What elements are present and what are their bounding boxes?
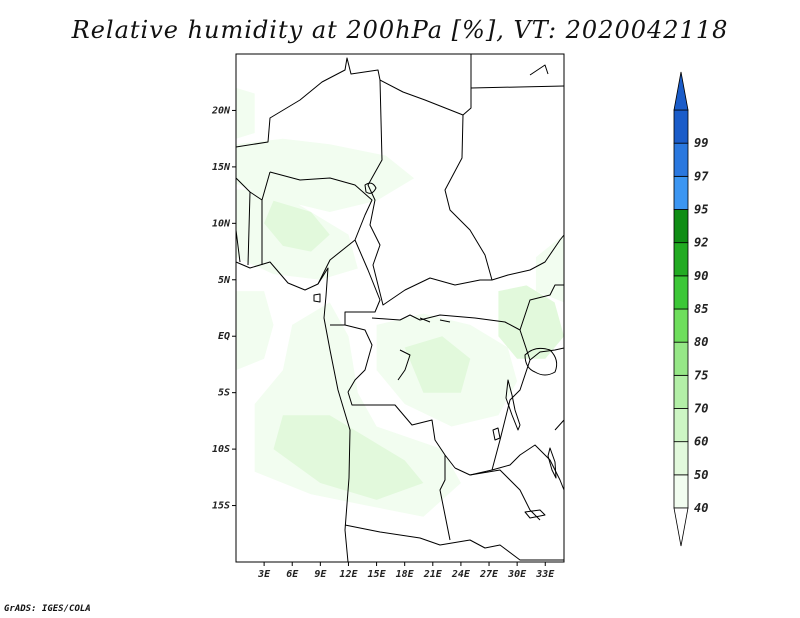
colorbar-swatch-99 [673, 109, 689, 144]
lon-tick-label: 33E [535, 569, 555, 580]
lat-tick-label: 5S [218, 388, 230, 399]
border-chad-sudan [367, 79, 492, 306]
border-zambia-east [491, 444, 565, 491]
lake-malawi [547, 447, 557, 479]
lon-tick-label: 3E [257, 569, 271, 580]
lat-tick-label: 20N [211, 105, 231, 116]
bioko-island [313, 293, 321, 303]
colorbar-label: 85 [694, 302, 708, 316]
country-borders [235, 54, 565, 563]
colorbar-bottom-arrow [673, 507, 689, 547]
lake-tanganyika [505, 379, 521, 431]
colorbar-swatch-50 [673, 441, 689, 476]
congo-river [397, 317, 451, 381]
lat-tick-label: 5N [218, 275, 231, 286]
lat-tick-label: 10N [212, 218, 231, 229]
colorbar-swatch-90 [673, 242, 689, 277]
colorbar-swatch-95 [673, 175, 689, 210]
border-sahara-north [235, 54, 472, 148]
colorbar-label: 70 [694, 402, 708, 416]
border-angola-zambia [439, 455, 451, 541]
colorbar-swatch-97 [673, 142, 689, 177]
colorbar-label: 75 [694, 368, 708, 382]
lake-chad [364, 182, 377, 194]
lon-tick-label: 9E [314, 569, 327, 580]
lon-tick-label: 24E [451, 569, 471, 580]
red-sea-coast [529, 64, 549, 76]
lat-tick-label: EQ [218, 331, 230, 342]
colorbar-label: 40 [694, 501, 708, 515]
grads-credit: GrADS: IGES/COLA [4, 604, 91, 614]
longitude-ticks: 3E 6E 9E 12E 15E 18E 21E 24E 27E 30E 33E [257, 562, 555, 580]
border-nigeria [269, 171, 373, 285]
humidity-region-uganda-region [498, 285, 564, 359]
colorbar-label: 50 [694, 468, 708, 482]
colorbar-label: 97 [694, 169, 709, 183]
colorbar-swatch-40 [673, 474, 689, 509]
lat-tick-label: 15S [212, 501, 230, 512]
colorbar-swatch-80 [673, 308, 689, 343]
colorbar-label: 90 [694, 269, 708, 283]
lat-tick-label: 15N [212, 162, 231, 173]
lon-tick-label: 18E [396, 569, 415, 580]
border-congo-republic [344, 324, 373, 393]
colorbar-label: 80 [694, 335, 708, 349]
coastline-west-africa [235, 261, 351, 563]
border-west-states [235, 171, 271, 266]
colorbar-top-arrow [673, 71, 689, 111]
colorbar-swatch-92 [673, 209, 689, 244]
map-title: Relative humidity at 200hPa [%], VT: 202… [71, 16, 729, 44]
humidity-region-west-atlantic [236, 291, 274, 371]
border-drc-south [347, 391, 456, 469]
colorbar-label: 95 [694, 203, 708, 217]
border-tanzania [519, 284, 565, 431]
lon-tick-label: 27E [479, 569, 499, 580]
colorbar-swatch-85 [673, 275, 689, 310]
colorbar-swatch-70 [673, 374, 689, 409]
lon-tick-label: 6E [286, 569, 299, 580]
border-sudan-east [444, 114, 565, 281]
border-namibia-strip [469, 469, 541, 521]
humidity-region-nigeria-interior [264, 200, 330, 252]
humidity-region-congo-core [404, 336, 471, 393]
humidity-region-west-margin [236, 87, 255, 139]
colorbar-swatch-75 [673, 341, 689, 376]
humidity-fill-layer [236, 87, 564, 517]
lake-victoria [524, 347, 558, 376]
lake-mweru [492, 427, 501, 441]
humidity-region-angola-core [273, 415, 424, 500]
lon-tick-label: 15E [368, 569, 387, 580]
colorbar-label: 60 [694, 435, 708, 449]
lon-tick-label: 12E [339, 569, 358, 580]
colorbar-label: 92 [694, 236, 708, 250]
lon-tick-label: 21E [423, 569, 443, 580]
border-egypt-libya [470, 85, 565, 89]
lake-kariba [524, 509, 546, 519]
lon-tick-label: 30E [507, 569, 527, 580]
lat-tick-label: 10S [212, 444, 230, 455]
map-frame [235, 53, 565, 563]
colorbar-label: 99 [694, 136, 708, 150]
colorbar-swatch-60 [673, 408, 689, 443]
border-angola [344, 524, 564, 561]
colorbar-legend: 40 50 60 70 75 80 85 90 92 95 97 99 [673, 71, 709, 547]
latitude-ticks: 20N 15N 10N 5N EQ 5S 10S 15S [211, 105, 236, 512]
